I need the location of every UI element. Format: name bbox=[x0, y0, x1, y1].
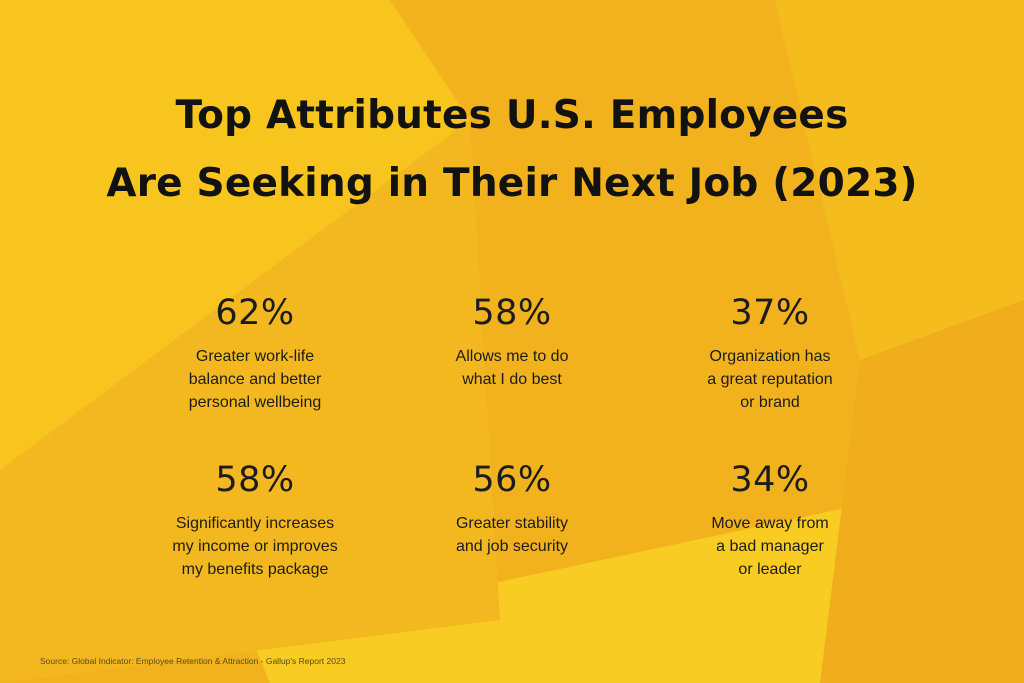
source-note: Source: Global Indicator: Employee Reten… bbox=[40, 656, 346, 666]
bg-facet-right bbox=[775, 0, 1024, 360]
stat-value: 58% bbox=[215, 460, 295, 500]
stat-reputation: 37% Organization has a great reputation … bbox=[650, 293, 890, 414]
bg-facet-left bbox=[0, 0, 470, 470]
stat-description-line: what I do best bbox=[462, 371, 562, 388]
stat-bad-manager: 34% Move away from a bad manager or lead… bbox=[650, 460, 890, 581]
stat-value: 37% bbox=[730, 293, 810, 333]
stat-description: Greater work-life balance and better per… bbox=[135, 345, 375, 414]
stat-description-line: and job security bbox=[455, 538, 569, 555]
bg-facet-bottom-left bbox=[0, 120, 500, 683]
stat-do-what-i-do-best: 58% Allows me to do what I do best bbox=[392, 293, 632, 391]
stat-description-line: Allows me to do bbox=[455, 348, 569, 365]
stat-description: Greater stability and job security bbox=[392, 512, 632, 558]
stat-description-line: personal wellbeing bbox=[188, 394, 322, 411]
stat-description-line: Organization has bbox=[709, 348, 831, 365]
stat-description-line: my income or improves bbox=[172, 538, 338, 555]
stat-work-life-balance: 62% Greater work-life balance and better… bbox=[135, 293, 375, 414]
stat-description-line: or brand bbox=[740, 394, 800, 411]
stat-value: 58% bbox=[472, 293, 552, 333]
stat-description: Significantly increases my income or imp… bbox=[135, 512, 375, 581]
stat-description: Allows me to do what I do best bbox=[392, 345, 632, 391]
title-line-1: Top Attributes U.S. Employees bbox=[175, 93, 849, 138]
stat-description: Organization has a great reputation or b… bbox=[650, 345, 890, 414]
stat-value: 34% bbox=[730, 460, 810, 500]
stat-value: 62% bbox=[215, 293, 295, 333]
stat-description-line: Greater stability bbox=[455, 515, 569, 532]
stat-description-line: Greater work-life bbox=[195, 348, 315, 365]
stat-description-line: a bad manager bbox=[716, 538, 824, 555]
title-line-2: Are Seeking in Their Next Job (2023) bbox=[106, 161, 918, 206]
stat-description-line: a great reputation bbox=[707, 371, 833, 388]
stat-stability: 56% Greater stability and job security bbox=[392, 460, 632, 558]
stat-description-line: Move away from bbox=[711, 515, 829, 532]
stat-description-line: Significantly increases bbox=[175, 515, 335, 532]
bg-facet-right-low bbox=[820, 300, 1024, 683]
stat-value: 56% bbox=[472, 460, 552, 500]
stat-description-line: balance and better bbox=[188, 371, 322, 388]
stat-income: 58% Significantly increases my income or… bbox=[135, 460, 375, 581]
stat-description-line: my benefits package bbox=[181, 561, 329, 578]
stat-description-line: or leader bbox=[738, 561, 802, 578]
stat-description: Move away from a bad manager or leader bbox=[650, 512, 890, 581]
